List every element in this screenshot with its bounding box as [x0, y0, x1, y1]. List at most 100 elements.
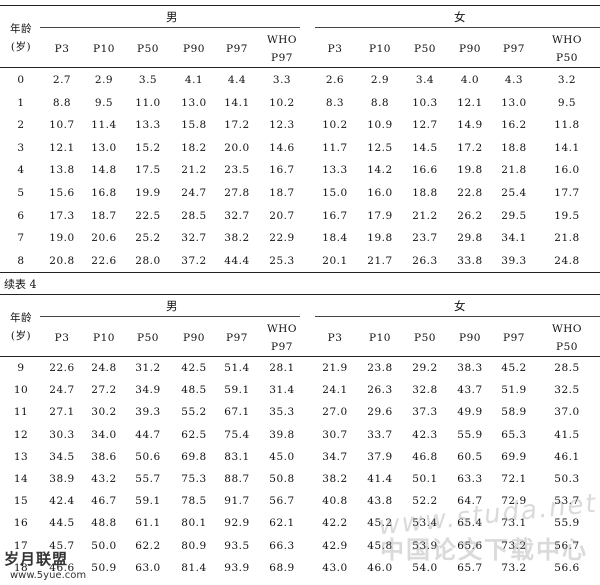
- table-cell: 16.7: [322, 209, 348, 222]
- table-cell: 17.2: [457, 141, 483, 154]
- table-cell: 52.2: [412, 495, 438, 508]
- table-cell: 44.5: [49, 517, 75, 530]
- table-cell: 11.8: [554, 119, 580, 132]
- male-group-header: 男: [166, 299, 178, 313]
- table-cell: 4.0: [460, 74, 480, 86]
- table-cell: 80.9: [181, 539, 207, 552]
- table-cell: 4.4: [227, 74, 247, 86]
- table-cell: 38.2: [322, 473, 348, 485]
- table-cell: 44.7: [135, 428, 161, 441]
- male-col-header: P10: [93, 332, 115, 344]
- male-who-sub-header: P97: [271, 341, 293, 353]
- table-cell: 27.2: [91, 384, 117, 397]
- table-cell: 14.8: [91, 164, 117, 177]
- table-cell: 26.3: [412, 254, 438, 267]
- table-cell: 55.9: [457, 428, 483, 441]
- male-col-header: P97: [226, 43, 248, 55]
- table-cell: 11.7: [322, 141, 348, 154]
- table-cell: 34.5: [49, 450, 75, 463]
- age-cell: 2: [17, 119, 25, 132]
- female-col-header: P50: [414, 332, 436, 344]
- table-cell: 45.2: [501, 362, 527, 374]
- table-cell: 29.6: [367, 406, 393, 419]
- table-cell: 14.1: [554, 141, 580, 154]
- table-cell: 37.9: [367, 450, 393, 463]
- table-cell: 56.7: [554, 539, 580, 552]
- table-cell: 72.9: [501, 495, 527, 508]
- age-cell: 9: [17, 362, 25, 374]
- table-cell: 53.4: [412, 517, 438, 530]
- table-cell: 19.9: [135, 187, 161, 199]
- table-cell: 21.9: [322, 362, 348, 374]
- table-cell: 21.2: [412, 209, 438, 222]
- table-cell: 15.2: [135, 141, 161, 154]
- table-cell: 19.5: [554, 209, 580, 222]
- table-cell: 2.9: [94, 74, 114, 86]
- table-cell: 59.1: [135, 495, 161, 508]
- table-cell: 42.5: [181, 362, 207, 374]
- table-cell: 20.1: [322, 254, 348, 267]
- table-cell: 12.3: [269, 119, 295, 132]
- table-cell: 34.7: [322, 450, 348, 463]
- age-cell: 8: [17, 254, 25, 267]
- table-cell: 32.7: [181, 232, 207, 245]
- female-col-header: P90: [459, 332, 481, 344]
- header-bottom-rule: [0, 67, 600, 68]
- table-cell: 91.7: [224, 495, 250, 508]
- table-cell: 45.8: [367, 539, 393, 552]
- female-col-header: P10: [369, 332, 391, 344]
- table-cell: 18.2: [181, 141, 207, 154]
- table-cell: 42.9: [322, 539, 348, 552]
- table-cell: 37.0: [554, 406, 580, 419]
- age-cell: 13: [13, 450, 29, 463]
- table-cell: 32.8: [412, 384, 438, 397]
- male-group-rule: [40, 316, 300, 317]
- table-cell: 50.0: [91, 539, 117, 552]
- male-group-header: 男: [166, 10, 178, 24]
- table-cell: 51.9: [501, 384, 527, 397]
- table-cell: 75.3: [181, 473, 207, 485]
- age-header-unit: (岁): [10, 330, 32, 342]
- table-cell: 43.2: [91, 473, 117, 485]
- table-cell: 20.0: [224, 141, 250, 154]
- table-cell: 43.0: [322, 561, 348, 574]
- table-cell: 19.8: [367, 232, 393, 245]
- table-cell: 25.3: [269, 254, 295, 267]
- table-cell: 29.8: [457, 232, 483, 245]
- table-cell: 61.1: [135, 517, 161, 530]
- table-cell: 33.7: [367, 428, 393, 441]
- table-cell: 20.8: [49, 254, 75, 267]
- table-cell: 30.7: [322, 428, 348, 441]
- female-col-header: P90: [459, 43, 481, 55]
- table-cell: 53.9: [412, 539, 438, 552]
- age-cell: 10: [13, 384, 29, 397]
- table-cell: 21.7: [367, 254, 393, 267]
- table-cell: 39.3: [135, 406, 161, 419]
- table-cell: 46.6: [49, 561, 75, 574]
- table-cell: 28.5: [554, 362, 580, 374]
- male-col-header: P50: [137, 332, 159, 344]
- table-cell: 45.7: [49, 539, 75, 552]
- table-cell: 49.9: [457, 406, 483, 419]
- table-cell: 69.8: [181, 450, 207, 463]
- table-cell: 73.2: [501, 561, 527, 574]
- table-cell: 18.4: [322, 232, 348, 245]
- table-cell: 45.0: [269, 450, 295, 463]
- male-col-header: P97: [226, 332, 248, 344]
- table-cell: 48.8: [91, 517, 117, 530]
- table-cell: 73.2: [501, 539, 527, 552]
- female-col-header: P50: [414, 43, 436, 55]
- table-cell: 50.9: [91, 561, 117, 574]
- table-cell: 46.0: [367, 561, 393, 574]
- male-col-header: P3: [54, 332, 70, 344]
- table-cell: 46.1: [554, 450, 580, 463]
- table-cell: 16.2: [501, 119, 527, 132]
- table-cell: 72.1: [501, 473, 527, 485]
- male-who-header: WHO: [266, 323, 298, 335]
- bottom-rule: [0, 272, 600, 273]
- table-cell: 28.5: [181, 209, 207, 222]
- site-logo-text: 岁月联盟: [4, 550, 69, 568]
- table-cell: 2.9: [370, 74, 390, 86]
- table-cell: 19.0: [49, 232, 75, 245]
- table-cell: 39.8: [269, 428, 295, 441]
